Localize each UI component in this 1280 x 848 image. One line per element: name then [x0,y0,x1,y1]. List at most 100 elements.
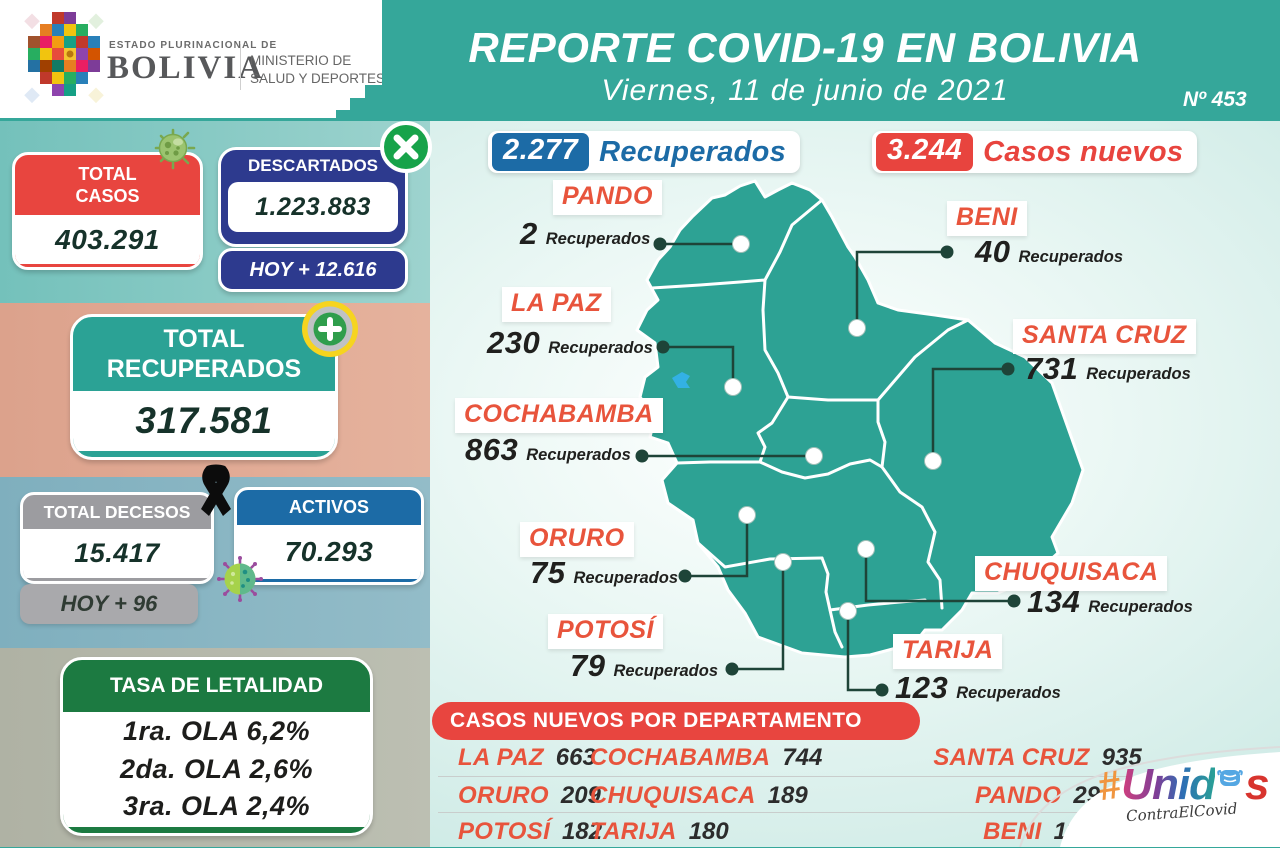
total-decesos-value: 15.417 [23,529,211,578]
tarija-recovered-value: 123 [895,670,949,705]
beni-recovered-unit: Recuperados [1018,248,1124,266]
tasa-ola2: 2da. OLA 2,6% [119,753,314,784]
dept-name: COCHABAMBA [590,744,771,771]
unidos-wordmark: Unid [1121,760,1216,809]
oruro-recovered-value: 75 [530,555,566,590]
dept-chip-chuquisaca: CHUQUISACA [975,556,1168,591]
dept-cases: 663 [555,744,596,771]
dept-chip-oruro: ORURO [520,522,634,557]
total-casos-label-2: CASOS [75,186,140,206]
dept-cases: 209 [560,782,601,809]
recuperados-badge-value: 2.277 [492,133,590,171]
table-cell: ORURO 209 [458,782,601,810]
virus-icon [217,556,263,602]
dept-chip-la-paz: LA PAZ [502,287,611,322]
tasa-letalidad-card: TASA DE LETALIDAD 1ra. OLA 6,2% 2da. OLA… [60,657,373,836]
table-row: POTOSÍ 182 TARIJA 180 BENI 113 [430,816,1170,848]
total-recuperados-value: 317.581 [73,391,335,451]
dept-chip-santa-cruz: SANTA CRUZ [1013,319,1196,354]
unidos-s: s [1245,760,1270,809]
header-band: ESTADO PLURINACIONAL DE BOLIVIA MINISTER… [0,0,1280,121]
total-decesos-label: TOTAL DECESOS [43,501,191,522]
table-cell: COCHABAMBA 744 [590,744,822,772]
dept-chip-tarija: TARIJA [893,634,1003,669]
descartados-card: DESCARTADOS 1.223.883 [218,147,408,247]
cochabamba-recovered-unit: Recuperados [526,446,631,464]
beni-recovered-value: 40 [975,234,1011,269]
page-title: REPORTE COVID-19 EN BOLIVIA [468,24,1142,71]
dept-value-santa-cruz: 731 Recuperados [1025,351,1191,387]
total-recuperados-label-2: RECUPERADOS [106,355,302,383]
activos-label: ACTIVOS [288,497,369,517]
face-mask-icon [1216,767,1244,794]
circle-x-icon [380,121,432,173]
dept-cases: 189 [767,782,808,809]
pando-recovered-unit: Recuperados [545,230,651,248]
callout-dots [635,237,1021,697]
chuquisaca-recovered-unit: Recuperados [1088,598,1193,616]
tasa-ola3: 3ra. OLA 2,4% [122,791,311,822]
total-recuperados-card: TOTAL RECUPERADOS 317.581 [70,314,338,460]
hashtag-glyph: # [1094,762,1124,810]
dept-name: LA PAZ [458,744,544,771]
pando-recovered-value: 2 [520,216,538,251]
casos-nuevos-badge-value: 3.244 [876,133,974,171]
descartados-value: 1.223.883 [228,182,398,232]
dept-chip-beni: BENI [947,201,1027,236]
dept-value-potosi: 79 Recuperados [570,648,718,684]
dept-value-la-paz: 230 Recuperados [487,325,653,361]
descartados-label: DESCARTADOS [247,156,379,175]
total-recuperados-label-1: TOTAL [163,325,245,353]
dept-chip-pando: PANDO [553,180,662,215]
tasa-letalidad-label: TASA DE LETALIDAD [109,674,324,697]
lake-titicaca [672,372,690,388]
decesos-hoy-value: HOY + 96 [60,591,158,616]
table-cell: SANTA CRUZ 935 [915,744,1160,772]
dept-value-chuquisaca: 134 Recuperados [1027,584,1193,620]
dept-name: CHUQUISACA [590,782,756,809]
ministerio-line1: MINISTERIO DE [250,53,352,68]
chuquisaca-recovered-value: 134 [1027,584,1081,619]
dept-chip-cochabamba: COCHABAMBA [455,398,663,433]
dept-value-beni: 40 Recuperados [975,234,1123,270]
casos-nuevos-badge: 3.244 Casos nuevos [872,131,1198,173]
table-row: LA PAZ 663 COCHABAMBA 744 SANTA CRUZ 935 [430,742,1170,774]
bolivia-outline [635,179,1085,659]
ministerio-label: MINISTERIO DE SALUD Y DEPORTES [250,52,386,87]
santa-cruz-recovered-value: 731 [1025,351,1079,386]
bolivia-map [635,179,1085,697]
unidos-contra-el-covid-logo: #Unid s ContraElCovid [1094,760,1278,825]
tasa-ola1: 1ra. OLA 6,2% [122,715,311,746]
new-cases-table-title: CASOS NUEVOS POR DEPARTAMENTO [432,702,920,740]
mourning-ribbon-icon [201,464,231,516]
bolivia-chakana-logo-icon [24,12,104,104]
dept-value-pando: 2 Recuperados [520,216,650,252]
dept-cases: 744 [782,744,823,771]
map-dots [724,235,942,620]
potosi-recovered-unit: Recuperados [613,662,719,680]
total-casos-label-1: TOTAL [78,163,137,184]
descartados-hoy-pill: HOY + 12.616 [218,248,408,292]
total-decesos-card: TOTAL DECESOS 15.417 [20,492,214,584]
table-divider [438,812,1150,813]
descartados-hoy-value: HOY + 12.616 [249,258,377,281]
dept-chip-potosi: POTOSÍ [548,614,664,649]
potosi-recovered-value: 79 [570,648,606,683]
casos-nuevos-badge-label: Casos nuevos [983,135,1184,168]
tarija-recovered-unit: Recuperados [956,684,1061,702]
dept-name: ORURO [458,782,549,809]
estado-plurinacional-label: ESTADO PLURINACIONAL DE [109,40,278,51]
circle-plus-icon [302,301,358,357]
oruro-recovered-unit: Recuperados [573,569,679,587]
callout-lines [642,242,1014,692]
report-date: Viernes, 11 de junio de 2021 [601,74,1009,107]
cochabamba-recovered-value: 863 [465,432,519,467]
dept-name: SANTA CRUZ [933,744,1090,771]
dept-name: TARIJA [590,818,677,845]
activos-value: 70.293 [237,525,421,579]
ministerio-line2: SALUD Y DEPORTES [250,70,386,86]
dept-value-oruro: 75 Recuperados [530,555,678,591]
ministry-logo-plate: ESTADO PLURINACIONAL DE BOLIVIA MINISTER… [0,0,386,118]
activos-card: ACTIVOS 70.293 [234,487,424,585]
